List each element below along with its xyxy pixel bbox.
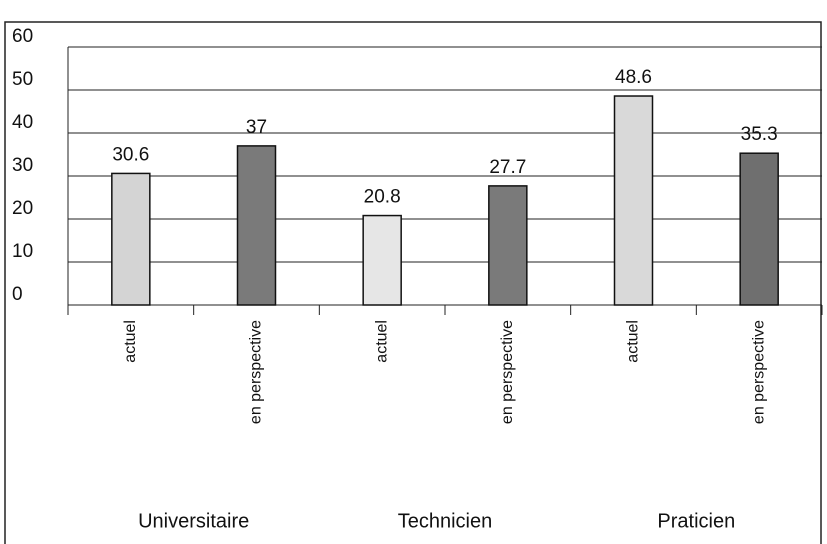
value-label: 37: [246, 117, 267, 138]
bar: [613, 95, 654, 306]
value-label: 48.6: [615, 67, 652, 88]
x-tick-label: en perspective: [248, 320, 265, 424]
y-tick-label: 50: [12, 69, 33, 90]
y-tick-label: 10: [12, 241, 33, 262]
bar: [111, 172, 151, 306]
bar: [739, 152, 779, 306]
value-label: 20.8: [364, 187, 401, 208]
group-label: Universitaire: [138, 510, 249, 532]
value-label: 30.6: [112, 144, 149, 165]
group-label: Technicien: [398, 510, 493, 532]
x-tick-label: en perspective: [499, 320, 516, 424]
y-tick-label: 60: [12, 26, 33, 47]
chart-frame: [4, 21, 822, 544]
x-tick-label: en perspective: [750, 320, 767, 424]
x-tick-label: actuel: [122, 320, 139, 363]
value-label: 27.7: [489, 157, 526, 178]
y-tick-label: 20: [12, 198, 33, 219]
y-tick-label: 40: [12, 112, 33, 133]
bar: [488, 185, 528, 306]
bar: [362, 214, 402, 306]
bar: [236, 145, 277, 306]
group-label: Praticien: [657, 510, 735, 532]
y-tick-label: 0: [12, 284, 23, 305]
x-tick-label: actuel: [373, 320, 390, 363]
x-tick-label: actuel: [625, 320, 642, 363]
y-tick-label: 30: [12, 155, 33, 176]
value-label: 35.3: [741, 124, 778, 145]
